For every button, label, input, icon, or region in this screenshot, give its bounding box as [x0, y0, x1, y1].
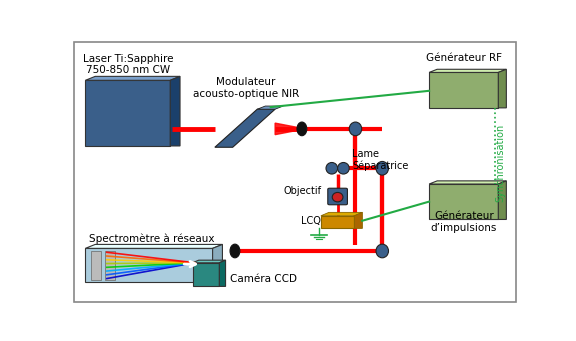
Polygon shape [354, 212, 362, 228]
Polygon shape [85, 76, 180, 80]
Polygon shape [213, 244, 222, 282]
Text: Spectromètre à réseaux: Spectromètre à réseaux [89, 234, 214, 244]
Text: Laser Ti:Sapphire
750-850 nm CW: Laser Ti:Sapphire 750-850 nm CW [82, 54, 173, 75]
Text: Modulateur
acousto-optique NIR: Modulateur acousto-optique NIR [193, 77, 299, 99]
Bar [85, 248, 213, 282]
FancyBboxPatch shape [328, 188, 347, 205]
Text: Caméra CCD: Caméra CCD [230, 274, 297, 284]
Ellipse shape [376, 161, 388, 175]
Polygon shape [170, 76, 180, 146]
Polygon shape [85, 244, 222, 248]
Ellipse shape [297, 122, 307, 136]
Bar [85, 80, 170, 146]
Text: Générateur
d’impulsions: Générateur d’impulsions [431, 211, 497, 233]
Polygon shape [429, 181, 506, 184]
Polygon shape [275, 123, 297, 135]
Bar [429, 184, 498, 220]
Polygon shape [498, 181, 506, 220]
Ellipse shape [230, 244, 240, 258]
Ellipse shape [326, 163, 338, 174]
Polygon shape [498, 69, 506, 108]
Polygon shape [257, 106, 283, 109]
Bar [192, 263, 219, 286]
Ellipse shape [332, 192, 343, 202]
Bar [91, 251, 101, 280]
Text: Générateur RF: Générateur RF [426, 53, 502, 63]
Polygon shape [219, 260, 226, 286]
Bar [105, 251, 115, 280]
Text: LCQ: LCQ [301, 216, 321, 226]
Bar [321, 216, 354, 228]
Bar [429, 72, 498, 108]
Polygon shape [429, 69, 506, 72]
Polygon shape [215, 109, 275, 147]
Ellipse shape [376, 244, 388, 258]
Ellipse shape [349, 122, 362, 136]
Polygon shape [192, 260, 226, 263]
Ellipse shape [338, 163, 349, 174]
Text: Objectif: Objectif [283, 186, 321, 196]
Text: Lame
Séparatrice: Lame Séparatrice [353, 149, 409, 172]
Text: Synchronisation: Synchronisation [495, 124, 506, 202]
Polygon shape [321, 212, 362, 216]
